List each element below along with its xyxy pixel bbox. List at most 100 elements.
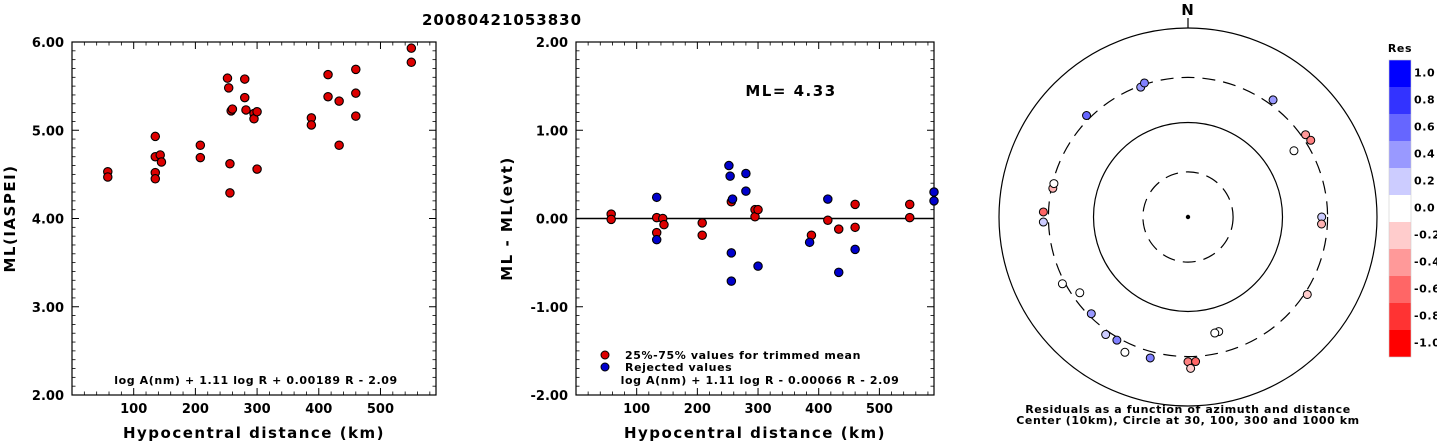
formula-text: log A(nm) + 1.11 log R + 0.00189 R - 2.0… [114,374,397,387]
station-point [1289,146,1299,156]
data-point [241,105,251,115]
x-tick-label: 200 [182,402,209,417]
data-point [103,172,113,182]
data-point [741,168,751,179]
data-point [724,160,734,171]
data-point [334,96,344,106]
y-tick-label: 6.00 [32,36,64,51]
station-point [1301,130,1311,140]
station-point [1075,288,1085,298]
data-point [697,218,707,228]
colorbar-tick-label: -0.4 [1414,256,1437,269]
data-point [406,57,417,68]
colorbar-tick-label: -0.2 [1414,229,1437,242]
data-point [195,152,206,163]
data-point [741,186,751,196]
station-point [1186,363,1196,373]
data-point [833,267,844,278]
station-point [1145,353,1155,363]
ml-vs-distance-plot: 2.00 3.00 4.00 5.00 6.00 100 200 300 400 500 Hypoc… [1,36,437,441]
data-point [726,248,737,258]
station-point [1268,95,1278,105]
center-marker [1185,214,1191,220]
data-point [850,244,860,255]
data-point [239,92,250,103]
colorbar-segment [1389,60,1411,87]
station-point [1306,135,1316,145]
colorbar-segment [1389,222,1411,249]
x-tick-label: 300 [744,402,771,417]
colorbar-frame [1388,59,1412,358]
y-tick-label: -1.00 [531,301,568,316]
caption-line-1: Residuals as a function of azimuth and d… [1025,403,1351,416]
y-axis-label: ML - ML(evt) [498,156,516,280]
data-point [753,261,763,271]
plot-frame [71,41,437,396]
colorbar-tick-label: 0.8 [1414,94,1435,107]
figure-title: 20080421053830 [422,11,582,29]
x-axis-label: Hypocentral distance (km) [123,424,385,441]
x-tick-label: 500 [866,402,893,417]
station-point [1082,111,1092,121]
azimuth-residual-polar-plot: N Residuals as a function of azimuth and … [998,1,1378,427]
legend-label-trimmed: 25%-75% values for trimmed mean [625,349,861,362]
data-point [651,192,662,203]
data-point [833,224,844,234]
data-point [351,111,361,121]
colorbar-title: Res [1388,42,1412,55]
colorbar-tick-label: -1.0 [1414,337,1437,350]
data-point [225,188,235,198]
data-point [753,204,763,215]
station-point [1302,289,1312,299]
data-point [697,230,707,241]
residual-vs-distance-plot: -2.00 -1.00 0.00 1.00 2.00 100 200 300 400 500 Hyp… [498,36,939,441]
data-point [929,196,939,206]
colorbar-tick-label: -0.8 [1414,310,1437,323]
station-point [1317,219,1327,229]
data-point [726,276,737,286]
ring-100km [1092,121,1284,313]
station-point [1038,217,1048,227]
x-tick-label: 400 [305,402,332,417]
north-label: N [1181,1,1195,19]
data-point [227,104,238,114]
colorbar-tick-label: -0.6 [1414,283,1437,296]
data-point [306,120,317,130]
data-point [904,212,915,223]
y-tick-label: -2.00 [531,389,568,404]
data-point [150,174,161,184]
data-point [659,219,669,230]
station-point [1191,357,1201,367]
station-point [1120,347,1130,357]
y-tick-label: 1.00 [536,124,568,139]
ring-30km [1142,171,1234,263]
colorbar-segment [1389,114,1411,141]
station-point [1112,335,1122,345]
colorbar-segment [1389,141,1411,168]
data-point [929,187,939,197]
station-point [1038,207,1048,217]
station-point [1086,309,1096,319]
colorbar-tick-label: 0.6 [1414,121,1435,134]
x-tick-label: 500 [367,402,394,417]
data-point [904,199,915,210]
x-axis-label: Hypocentral distance (km) [624,424,886,441]
data-point [252,106,262,117]
colorbar-segment [1389,276,1411,303]
data-point [334,140,344,151]
legend-marker-trimmed [600,350,610,360]
legend-marker-rejected [600,362,610,372]
station-point [1057,279,1067,289]
station-point [1210,328,1220,338]
data-point [727,194,738,204]
colorbar-segment [1389,168,1411,195]
y-tick-label: 0.00 [536,213,568,228]
data-point [651,234,662,245]
data-point [725,171,735,181]
y-tick-label: 2.00 [32,389,64,404]
data-point [606,214,616,225]
data-point [252,164,262,174]
data-point [150,131,161,142]
